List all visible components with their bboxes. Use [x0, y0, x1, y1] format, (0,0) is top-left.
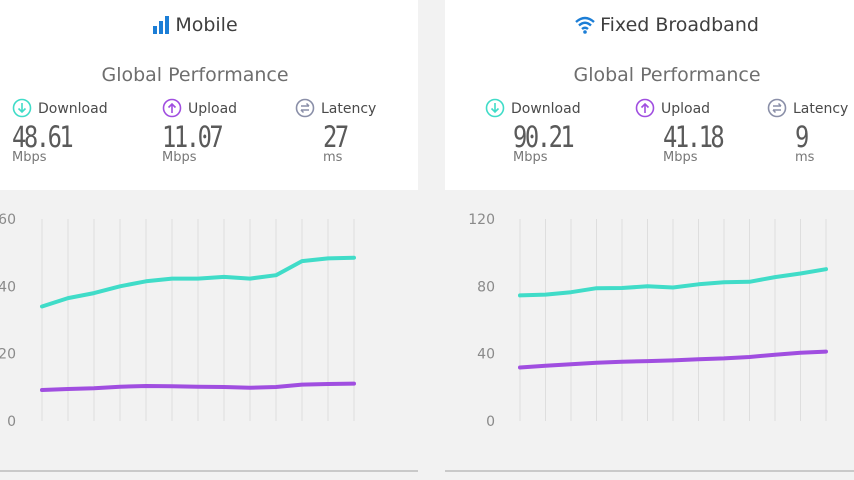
fixed-download-metric: Download 90.21 Mbps [485, 98, 615, 165]
upload-value: 41.18 [663, 120, 725, 154]
fixed-summary-card: Fixed Broadband Global Performance Downl… [445, 0, 854, 190]
mobile-download-metric: Download 48.61 Mbps [12, 98, 142, 165]
wifi-icon [575, 16, 595, 39]
mobile-upload-metric: Upload 11.07 Mbps [162, 98, 292, 165]
fixed-subtitle: Global Performance [573, 64, 761, 86]
latency-unit: ms [323, 150, 343, 165]
upload-unit: Mbps [162, 150, 197, 165]
download-value: 48.61 [12, 120, 74, 154]
upload-icon [635, 98, 655, 118]
mobile-subtitle: Global Performance [101, 64, 289, 86]
fixed-bottom-divider [445, 470, 854, 472]
latency-icon [295, 98, 315, 118]
fixed-upload-metric: Upload 41.18 Mbps [635, 98, 765, 165]
fixed-broadband-panel: Fixed Broadband Global Performance Downl… [445, 0, 854, 480]
mobile-panel: Mobile Global Performance Download 48.61… [0, 0, 418, 480]
y-tick-label: 40 [0, 279, 16, 295]
download-label: Download [38, 101, 108, 117]
latency-value: 27 [323, 120, 349, 154]
mobile-summary-card: Mobile Global Performance Download 48.61… [0, 0, 418, 190]
latency-unit: ms [795, 150, 815, 165]
upload-unit: Mbps [663, 150, 698, 165]
download-unit: Mbps [12, 150, 47, 165]
download-series-line [518, 267, 828, 298]
download-label: Download [511, 101, 581, 117]
latency-icon [767, 98, 787, 118]
y-tick-label: 0 [486, 414, 495, 430]
download-unit: Mbps [513, 150, 548, 165]
upload-label: Upload [188, 101, 238, 117]
download-icon [12, 98, 32, 118]
y-tick-label: 80 [477, 279, 495, 295]
upload-icon [162, 98, 182, 118]
fixed-line-chart: 0 40 80 120 [468, 212, 828, 430]
download-icon [485, 98, 505, 118]
y-tick-label: 20 [0, 347, 16, 363]
upload-value: 11.07 [162, 120, 224, 154]
y-tick-label: 120 [468, 212, 495, 228]
fixed-title: Fixed Broadband [445, 14, 854, 39]
signal-bars-icon [152, 16, 170, 39]
download-series-line [40, 255, 356, 309]
mobile-title: Mobile [0, 14, 418, 39]
mobile-line-chart: 0 20 40 60 [0, 212, 356, 430]
fixed-latency-metric: Latency 9 ms [767, 98, 854, 165]
upload-series-line [40, 381, 356, 392]
mobile-bottom-divider [0, 470, 418, 472]
upload-label: Upload [661, 101, 711, 117]
latency-label: Latency [793, 101, 849, 117]
download-value: 90.21 [513, 120, 575, 154]
y-tick-label: 40 [477, 347, 495, 363]
latency-label: Latency [321, 101, 377, 117]
y-tick-label: 0 [7, 414, 16, 430]
upload-series-line [518, 349, 828, 370]
mobile-latency-metric: Latency 27 ms [295, 98, 418, 165]
latency-value: 9 [795, 120, 809, 154]
y-tick-label: 60 [0, 212, 16, 228]
